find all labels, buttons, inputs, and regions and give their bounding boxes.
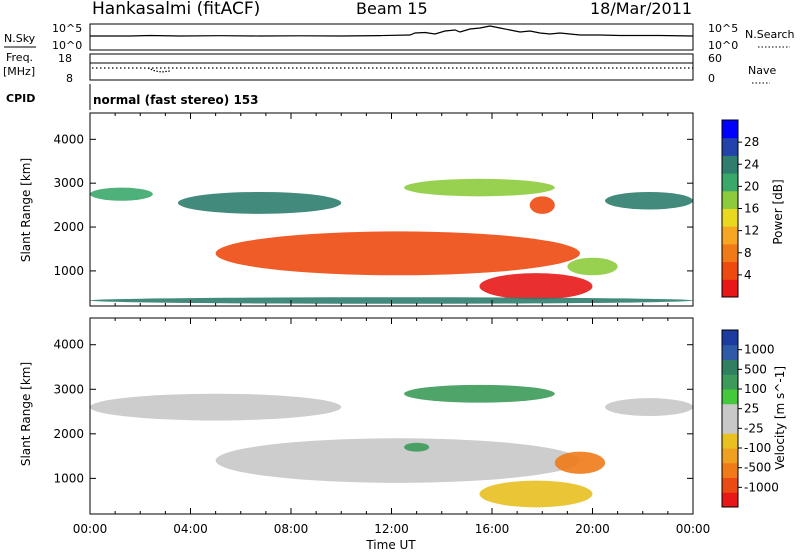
velocity-ylabel: Slant Range [km]: [19, 362, 33, 466]
freq-tick-low: 8: [66, 72, 73, 85]
cpid-panel: CPID normal (fast stereo) 153: [6, 84, 259, 110]
power-colorbar-tick-label-5: 8: [744, 246, 752, 260]
velocity-colorbar-swatch-9: [722, 359, 738, 375]
velocity-colorbar-tick-label-1: 500: [744, 362, 767, 376]
velocity-ytick-label-0: 1000: [53, 471, 84, 485]
velocity-colorbar-swatch-3: [722, 448, 738, 464]
velocity-colorbar-swatch-0: [722, 492, 738, 508]
power-colorbar-tick-label-0: 28: [744, 135, 759, 149]
power-colorbar-swatch-8: [722, 137, 738, 156]
power-colorbar-swatch-2: [722, 243, 738, 263]
power-colorbar-title: Power [dB]: [771, 179, 785, 244]
velocity-colorbar-title: Velocity [m s^-1]: [773, 366, 787, 470]
frequency-panel: Freq. [MHz] 18 8 60 0 Nave: [3, 51, 776, 85]
velocity-colorbar-swatch-10: [722, 344, 738, 360]
date-title: 18/Mar/2011: [590, 0, 692, 18]
velocity-echo-region-1: [215, 438, 580, 483]
velocity-ytick-label-1: 2000: [53, 427, 84, 441]
velocity-colorbar-tick-label-7: -1000: [744, 480, 779, 494]
noise-panel: N.Sky 10^5 10^0 10^5 10^0 N.Search: [4, 22, 795, 52]
x-tick-label-0: 00:00: [73, 522, 108, 536]
x-axis-label: Time UT: [365, 538, 416, 552]
nave-tick-low: 0: [708, 72, 715, 85]
noise-trace: [90, 25, 694, 37]
velocity-colorbar-tick-label-0: 1000: [744, 343, 775, 357]
power-colorbar-tick-label-1: 24: [744, 157, 759, 171]
velocity-colorbar-tick-label-4: -25: [744, 421, 764, 435]
nsearch-label: N.Search: [745, 28, 795, 41]
x-tick-label-1: 04:00: [173, 522, 208, 536]
cpid-label: CPID: [6, 92, 35, 105]
velocity-echo-region-0: [90, 393, 342, 421]
x-tick-label-5: 20:00: [575, 522, 610, 536]
velocity-colorbar: 1000 500 100 25 -25 -100 -500 -1000 Velocity [m…: [721, 329, 787, 508]
freq-unit: [MHz]: [3, 65, 35, 78]
velocity-colorbar-swatch-2: [722, 462, 738, 478]
power-ytick-label-2: 3000: [53, 176, 84, 190]
velocity-echo-region-4: [554, 451, 606, 474]
velocity-ytick-label-2: 3000: [53, 382, 84, 396]
station-title: Hankasalmi (fitACF): [92, 0, 260, 19]
nave-label: Nave: [748, 64, 776, 77]
cpid-text: normal (fast stereo) 153: [93, 93, 259, 107]
velocity-colorbar-swatch-11: [722, 330, 738, 346]
power-colorbar-tick-label-3: 16: [744, 202, 759, 216]
power-colorbar-swatch-0: [722, 279, 738, 298]
velocity-colorbar-tick-label-6: -500: [744, 461, 771, 475]
power-ytick-label-1: 2000: [53, 220, 84, 234]
power-colorbar-swatch-5: [722, 190, 738, 209]
power-colorbar-swatch-6: [722, 173, 738, 192]
power-echo-region-2: [215, 231, 580, 276]
power-colorbar-tick-label-6: 4: [744, 268, 752, 282]
power-colorbar-swatch-4: [722, 208, 738, 227]
power-colorbar-swatch-9: [722, 120, 738, 139]
power-echo-region-6: [529, 196, 555, 214]
velocity-echo-region-5: [479, 480, 593, 508]
velocity-colorbar-swatch-4: [722, 433, 738, 449]
power-colorbar-swatch-3: [722, 226, 738, 245]
power-ytick-label-0: 1000: [53, 264, 84, 278]
velocity-colorbar-swatch-7: [722, 389, 738, 405]
power-colorbar-tick-label-2: 20: [744, 179, 759, 193]
velocity-colorbar-tick-label-5: -100: [744, 441, 771, 455]
power-echo-region-3: [567, 257, 618, 276]
velocity-echo-region-3: [404, 442, 430, 452]
velocity-panel: 1000 2000 3000 4000 Slant Range [km]: [19, 317, 694, 515]
power-colorbar: 28 24 20 16 12 8 4 Power [dB]: [721, 119, 785, 298]
x-tick-label-3: 12:00: [374, 522, 409, 536]
beam-title: Beam 15: [356, 0, 428, 18]
velocity-colorbar-swatch-6: [722, 403, 738, 419]
velocity-colorbar-tick-label-3: 25: [744, 402, 759, 416]
power-panel: 1000 2000 3000 4000 Slant Range [km]: [19, 112, 694, 307]
power-echo-region-1: [177, 191, 342, 214]
nsky-tick-high: 10^5: [52, 22, 82, 35]
velocity-echo-region-2: [404, 384, 555, 403]
power-colorbar-swatch-1: [722, 261, 738, 280]
power-colorbar-tick-label-4: 12: [744, 224, 759, 238]
velocity-colorbar-tick-label-2: 100: [744, 382, 767, 396]
power-echo-region-4: [479, 273, 593, 300]
x-tick-label-2: 08:00: [274, 522, 309, 536]
nsearch-tick-low: 10^0: [708, 39, 738, 52]
velocity-colorbar-swatch-1: [722, 477, 738, 493]
velocity-ytick-label-3: 4000: [53, 338, 84, 352]
power-ytick-label-3: 4000: [53, 132, 84, 146]
power-echo-region-7: [605, 191, 693, 210]
freq-tick-high: 18: [58, 52, 72, 65]
freq-label: Freq.: [6, 51, 33, 64]
velocity-colorbar-swatch-8: [722, 374, 738, 390]
nsearch-tick-high: 10^5: [708, 22, 738, 35]
power-echo-region-0: [90, 187, 153, 201]
x-tick-label-4: 16:00: [475, 522, 510, 536]
power-ylabel: Slant Range [km]: [19, 158, 33, 262]
power-colorbar-swatch-7: [722, 155, 738, 174]
power-echo-region-5: [404, 178, 555, 197]
nsky-label: N.Sky: [4, 32, 36, 45]
velocity-echo-region-6: [605, 398, 693, 416]
nsky-tick-low: 10^0: [52, 39, 82, 52]
velocity-colorbar-swatch-5: [722, 418, 738, 434]
nave-tick-high: 60: [708, 52, 722, 65]
x-tick-label-6: 00:00: [676, 522, 711, 536]
